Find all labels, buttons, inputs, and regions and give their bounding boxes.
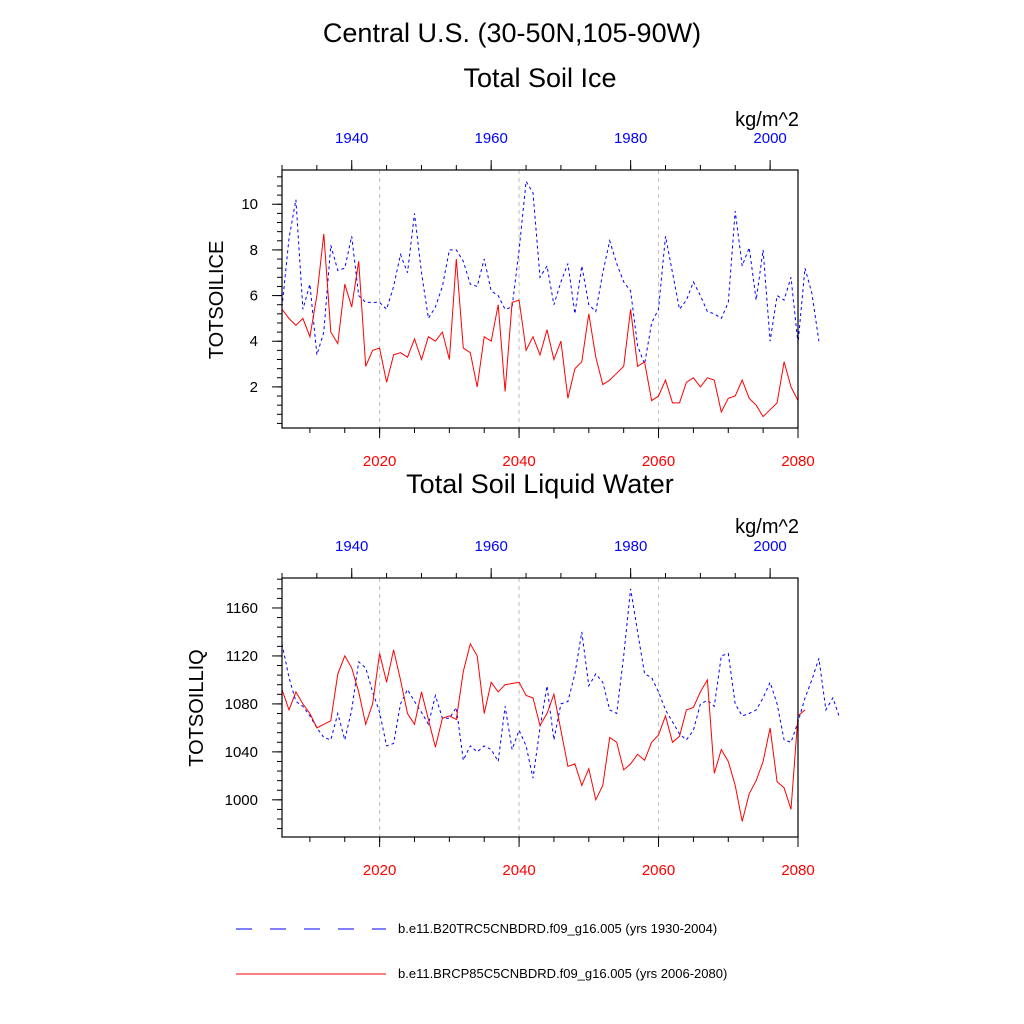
x-tick-label-top: 1980	[614, 130, 647, 147]
x-tick-label-top: 1960	[475, 538, 508, 555]
plot-frame	[281, 577, 799, 838]
series-line-rcp85	[281, 233, 799, 418]
y-tick-label: 1160	[226, 600, 258, 617]
y-axis-label: TOTSOILLIQ	[186, 649, 208, 766]
panel-total-soil-liquid-water: Total Soil Liquid Water kg/m^2 TOTSOILLI…	[186, 469, 841, 879]
legend-label: b.e11.BRCP85C5CNBDRD.f09_g16.005 (yrs 20…	[398, 966, 727, 981]
x-tick-label-top: 1980	[614, 538, 647, 555]
series-line-historical	[281, 179, 820, 366]
panel-total-soil-ice: Total Soil Ice kg/m^2 TOTSOILICE 2 4 6 8 10 2…	[206, 63, 820, 470]
x-tick-label-top: 2000	[753, 130, 786, 147]
x-tick-label-bottom: 2040	[502, 862, 535, 879]
x-tick-label-top: 2000	[753, 538, 786, 555]
x-tick-label-bottom: 2060	[642, 453, 675, 470]
figure-title: Central U.S. (30-50N,105-90W)	[323, 18, 701, 48]
panel-title: Total Soil Ice	[463, 63, 616, 93]
legend: b.e11.B20TRC5CNBDRD.f09_g16.005 (yrs 193…	[236, 921, 727, 981]
x-tick-label-bottom: 2080	[781, 862, 814, 879]
y-tick-label: 10	[241, 196, 258, 213]
units-label: kg/m^2	[735, 109, 799, 131]
y-tick-label: 1000	[225, 792, 258, 809]
x-tick-label-bottom: 2060	[642, 862, 675, 879]
plot-frame	[281, 169, 799, 429]
x-tick-label-top: 1940	[335, 538, 368, 555]
y-tick-label: 1040	[225, 744, 258, 761]
y-tick-label: 2	[250, 379, 258, 396]
series-line-historical	[281, 588, 841, 779]
x-tick-label-bottom: 2040	[502, 453, 535, 470]
x-tick-label-top: 1940	[335, 130, 368, 147]
y-tick-label: 4	[250, 333, 258, 350]
y-axis-label: TOTSOILICE	[206, 241, 228, 360]
y-tick-label: 8	[250, 242, 258, 259]
x-tick-label-bottom: 2080	[781, 453, 814, 470]
panel-title: Total Soil Liquid Water	[406, 469, 674, 499]
x-tick-label-top: 1960	[475, 130, 508, 147]
x-tick-label-bottom: 2020	[363, 453, 396, 470]
x-tick-label-bottom: 2020	[363, 862, 396, 879]
y-tick-label: 6	[250, 288, 258, 305]
y-tick-label: 1080	[225, 696, 258, 713]
series-line-rcp85	[281, 642, 806, 822]
y-tick-label: 1120	[226, 648, 258, 665]
legend-label: b.e11.B20TRC5CNBDRD.f09_g16.005 (yrs 193…	[398, 921, 717, 936]
units-label: kg/m^2	[735, 516, 799, 538]
